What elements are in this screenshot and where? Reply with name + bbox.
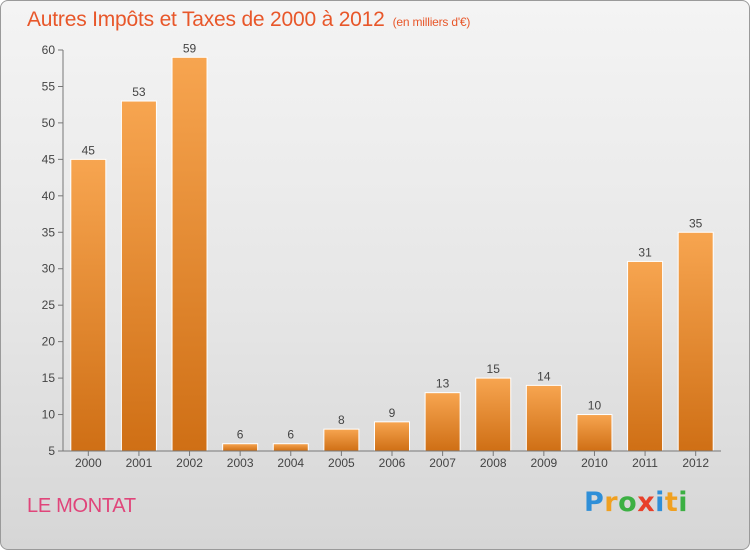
bar-value-label: 10 [588,399,602,413]
bar [677,231,714,452]
logo-letter: o [618,487,638,518]
bar [424,392,461,452]
bar-value-label: 35 [689,216,703,230]
bar [120,100,157,452]
x-axis: 2000 2001 2002 2003 2004 2005 2006 2007 2008 2009… [63,450,721,470]
bar [171,56,208,452]
x-tick-label: 2007 [429,456,456,470]
y-tick-label: 25 [42,298,56,312]
logo-letter: i [655,487,665,518]
bar-value-label: 53 [132,85,146,99]
logo-letter: x [637,487,656,518]
x-tick-label: 2002 [176,456,203,470]
x-tick-label: 2005 [328,456,355,470]
y-tick-label: 35 [42,225,56,239]
y-tick-label: 50 [42,116,56,130]
bar-value-label: 15 [487,362,501,376]
x-tick-label: 2012 [682,456,709,470]
y-tick-label: 15 [42,371,56,385]
x-tick-label: 2010 [581,456,608,470]
x-tick-label: 2006 [379,456,406,470]
x-tick-label: 2004 [277,456,304,470]
y-tick-label: 60 [42,43,56,57]
y-tick-label: 10 [42,408,56,422]
bar-value-label: 31 [638,245,652,259]
x-tick-label: 2011 [632,456,658,470]
bar [525,384,562,452]
logo-letter: i [678,487,689,518]
logo-letter: P [584,487,605,518]
bar [222,443,259,452]
bars: 45 53 59 6 6 8 9 13 15 14 10 31 35 [70,41,714,452]
x-tick-label: 2008 [480,456,507,470]
chart-title: Autres Impôts et Taxes de 2000 à 2012 (en… [27,8,470,32]
town-name: LE MONTAT [27,495,136,517]
bar [272,443,309,452]
y-tick-label: 45 [42,152,56,166]
y-tick-label: 20 [42,335,56,349]
chart-title-text: Autres Impôts et Taxes de 2000 à 2012 [27,8,385,31]
x-tick-label: 2001 [126,456,153,470]
logo-letter: r [604,487,619,518]
y-tick-label: 55 [42,79,56,93]
bar [70,158,107,452]
proxiti-logo: Proxiti [584,487,688,518]
x-tick-label: 2003 [227,456,254,470]
bar [627,260,664,452]
logo-letter: t [664,487,679,518]
bar-value-label: 6 [287,428,294,442]
bar-value-label: 9 [389,406,396,420]
bar-value-label: 14 [537,369,551,383]
bar-value-label: 45 [82,143,96,157]
y-tick-label: 30 [42,262,56,276]
bar [576,414,613,452]
bar [475,377,512,452]
bar-value-label: 8 [338,413,345,427]
bar [323,428,360,452]
chart-title-unit: (en milliers d'€) [392,15,471,29]
x-tick-label: 2000 [75,456,102,470]
bar-value-label: 13 [436,377,450,391]
bar-value-label: 6 [237,428,244,442]
x-tick-label: 2009 [530,456,557,470]
y-axis: 5 10 15 20 25 30 35 40 45 50 55 60 [42,43,64,458]
y-tick-label: 5 [48,444,55,458]
bar-value-label: 59 [183,41,197,55]
bar [374,421,410,452]
y-tick-label: 40 [42,189,56,203]
